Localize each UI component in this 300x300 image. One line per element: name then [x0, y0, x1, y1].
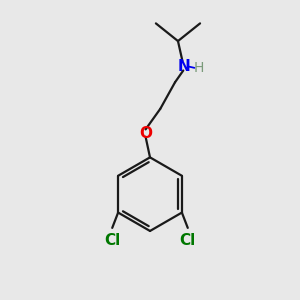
- Text: H: H: [194, 61, 204, 75]
- Text: Cl: Cl: [180, 233, 196, 248]
- Text: Cl: Cl: [104, 233, 120, 248]
- Text: O: O: [139, 126, 152, 141]
- Text: N: N: [178, 58, 190, 74]
